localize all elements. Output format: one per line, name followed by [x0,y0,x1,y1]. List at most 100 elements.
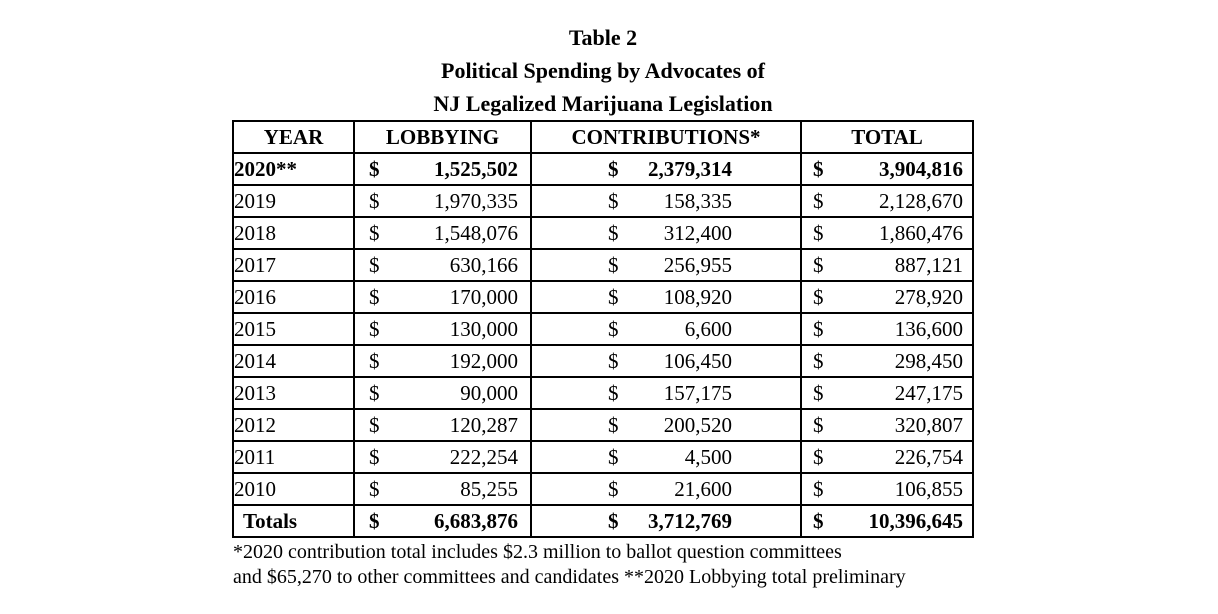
amount: 2,128,670 [879,188,963,213]
contributions-cell: $157,175 [530,376,802,410]
amount: 120,287 [449,412,518,437]
total-cell: $2,128,670 [800,184,974,218]
currency-symbol: $ [369,220,380,245]
column-header-lobbying: LOBBYING [353,120,532,154]
year-cell: 2011 [232,440,355,474]
footnote: *2020 contribution total includes $2.3 m… [233,540,1003,590]
amount: 200,520 [663,412,732,437]
amount: 630,166 [449,252,518,277]
amount: 3,904,816 [879,156,963,181]
table-title: Table 2 Political Spending by Advocates … [232,21,974,120]
column-header-total: TOTAL [800,120,974,154]
amount: 1,970,335 [434,188,518,213]
amount: 1,860,476 [879,220,963,245]
spending-table: YEAR LOBBYING CONTRIBUTIONS* TOTAL 2020*… [232,120,974,538]
lobbying-cell: $1,548,076 [353,216,532,250]
currency-symbol: $ [608,316,619,341]
amount: 298,450 [894,348,963,373]
amount: 278,920 [894,284,963,309]
header-row: YEAR LOBBYING CONTRIBUTIONS* TOTAL [232,120,974,154]
lobbying-cell: $170,000 [353,280,532,314]
currency-symbol: $ [813,284,824,309]
amount: 85,255 [460,476,518,501]
year-cell: 2010 [232,472,355,506]
total-cell: $226,754 [800,440,974,474]
currency-symbol: $ [608,188,619,213]
lobbying-cell: $630,166 [353,248,532,282]
amount: 108,920 [663,284,732,309]
currency-symbol: $ [369,508,380,533]
table-row: 2013 $90,000 $157,175 $247,175 [232,376,974,410]
currency-symbol: $ [608,380,619,405]
currency-symbol: $ [369,316,380,341]
column-header-contributions: CONTRIBUTIONS* [530,120,802,154]
currency-symbol: $ [813,348,824,373]
currency-symbol: $ [608,444,619,469]
currency-symbol: $ [369,156,380,181]
currency-symbol: $ [369,188,380,213]
amount: 1,525,502 [434,156,518,181]
year-cell: 2017 [232,248,355,282]
lobbying-cell: $90,000 [353,376,532,410]
lobbying-cell: $130,000 [353,312,532,346]
currency-symbol: $ [813,412,824,437]
year-cell: 2016 [232,280,355,314]
currency-symbol: $ [369,412,380,437]
footnote-line2: and $65,270 to other committees and cand… [233,566,906,588]
amount: 6,683,876 [434,508,518,533]
amount: 3,712,769 [648,508,732,533]
currency-symbol: $ [369,348,380,373]
total-cell: $298,450 [800,344,974,378]
table-title-line3: NJ Legalized Marijuana Legislation [433,91,773,116]
lobbying-cell: $1,970,335 [353,184,532,218]
lobbying-cell: $1,525,502 [353,152,532,186]
total-cell: $320,807 [800,408,974,442]
year-cell: 2012 [232,408,355,442]
currency-symbol: $ [813,188,824,213]
currency-symbol: $ [608,412,619,437]
amount: 6,600 [684,316,732,341]
currency-symbol: $ [813,252,824,277]
amount: 887,121 [894,252,963,277]
lobbying-cell: $120,287 [353,408,532,442]
amount: 130,000 [449,316,518,341]
amount: 21,600 [674,476,732,501]
amount: 1,548,076 [434,220,518,245]
currency-symbol: $ [608,252,619,277]
amount: 157,175 [663,380,732,405]
total-cell: $1,860,476 [800,216,974,250]
currency-symbol: $ [369,284,380,309]
year-cell: 2019 [232,184,355,218]
currency-symbol: $ [813,444,824,469]
contributions-cell: $158,335 [530,184,802,218]
table-row: 2011 $222,254 $4,500 $226,754 [232,440,974,474]
contributions-cell: $6,600 [530,312,802,346]
currency-symbol: $ [608,284,619,309]
amount: 247,175 [894,380,963,405]
currency-symbol: $ [608,476,619,501]
table-row: 2018 $1,548,076 $312,400 $1,860,476 [232,216,974,250]
currency-symbol: $ [813,156,824,181]
total-cell: $278,920 [800,280,974,314]
amount: 226,754 [894,444,963,469]
contributions-cell: $2,379,314 [530,152,802,186]
contributions-cell: $108,920 [530,280,802,314]
total-cell: $10,396,645 [800,504,974,538]
amount: 10,396,645 [868,508,964,533]
table-title-line1: Table 2 [568,25,638,50]
table-row: 2010 $85,255 $21,600 $106,855 [232,472,974,506]
year-cell: 2020** [232,152,355,186]
table-row: 2016 $170,000 $108,920 $278,920 [232,280,974,314]
currency-symbol: $ [369,476,380,501]
year-cell: 2018 [232,216,355,250]
table-body: 2020** $1,525,502 $2,379,314 $3,904,816 2019… [232,152,974,538]
lobbying-cell: $222,254 [353,440,532,474]
amount: 170,000 [449,284,518,309]
amount: 320,807 [894,412,963,437]
amount: 136,600 [894,316,963,341]
amount: 222,254 [449,444,518,469]
amount: 158,335 [663,188,732,213]
amount: 90,000 [460,380,518,405]
currency-symbol: $ [813,476,824,501]
